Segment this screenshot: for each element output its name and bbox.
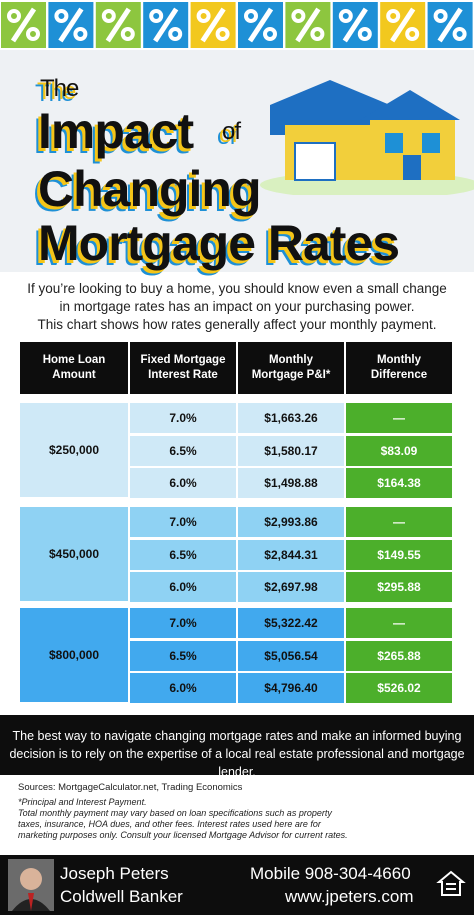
interest-rate: 7.0% bbox=[130, 507, 236, 537]
intro-line: This chart shows how rates generally aff… bbox=[37, 317, 437, 332]
agent-mobile: Mobile 908-304-4660 bbox=[250, 864, 411, 883]
percent-tile bbox=[238, 2, 283, 48]
title-impact: Impact bbox=[38, 103, 194, 159]
table-header: Monthly Difference bbox=[346, 342, 452, 394]
monthly-payment: $1,663.26 bbox=[238, 403, 344, 433]
monthly-difference: $265.88 bbox=[346, 640, 452, 671]
header-line: Monthly bbox=[268, 354, 314, 366]
percent-tile bbox=[332, 2, 378, 48]
intro-line: in mortgage rates has an impact on your … bbox=[59, 299, 415, 314]
monthly-difference: $164.38 bbox=[346, 468, 452, 498]
sources: Sources: MortgageCalculator.net, Trading… bbox=[18, 782, 243, 793]
agent-name: Joseph Peters bbox=[60, 864, 169, 883]
interest-rate: 7.0% bbox=[130, 403, 236, 433]
percent-tile bbox=[143, 2, 189, 48]
interest-rate: 6.5% bbox=[130, 539, 236, 570]
callout: The best way to navigate changing mortga… bbox=[0, 715, 474, 779]
table-header: Home Loan Amount bbox=[20, 342, 128, 394]
monthly-payment: $5,322.42 bbox=[238, 608, 344, 638]
notes: *Principal and Interest Payment. Total m… bbox=[18, 797, 348, 841]
header-line: Difference bbox=[370, 369, 428, 381]
percent-tile bbox=[95, 2, 141, 48]
note-line: marketing purposes only. Consult your li… bbox=[18, 830, 348, 840]
monthly-difference: $526.02 bbox=[346, 673, 452, 703]
equal-housing-logo bbox=[436, 870, 466, 896]
callout-line: decision is to rely on the expertise of … bbox=[9, 747, 465, 779]
loan-amount: $450,000 bbox=[20, 507, 128, 601]
house-illustration bbox=[260, 80, 474, 195]
monthly-payment: $2,697.98 bbox=[238, 572, 344, 602]
percent-tile bbox=[1, 2, 46, 48]
header-line: Mortgage P&I* bbox=[251, 369, 331, 381]
note-line: Total monthly payment may vary based on … bbox=[18, 808, 332, 818]
header-line: Home Loan bbox=[42, 354, 106, 366]
monthly-difference: — bbox=[346, 507, 452, 537]
intro-line: If you’re looking to buy a home, you sho… bbox=[27, 281, 447, 296]
agent-company: Coldwell Banker bbox=[60, 887, 183, 906]
callout-line: The best way to navigate changing mortga… bbox=[12, 729, 462, 743]
note-line: *Principal and Interest Payment. bbox=[18, 797, 147, 807]
header-line: Fixed Mortgage bbox=[140, 354, 226, 366]
monthly-payment: $5,056.54 bbox=[238, 640, 344, 671]
agent-photo bbox=[8, 859, 54, 911]
interest-rate: 7.0% bbox=[130, 608, 236, 638]
monthly-payment: $1,498.88 bbox=[238, 468, 344, 498]
monthly-difference: $83.09 bbox=[346, 435, 452, 466]
table-header: Fixed Mortgage Interest Rate bbox=[130, 342, 236, 394]
loan-amount: $800,000 bbox=[20, 608, 128, 702]
title-the: The bbox=[40, 75, 79, 102]
interest-rate: 6.0% bbox=[130, 673, 236, 703]
monthly-difference: — bbox=[346, 403, 452, 433]
table-header: Monthly Mortgage P&I* bbox=[238, 342, 344, 394]
intro: If you’re looking to buy a home, you sho… bbox=[0, 280, 474, 334]
title-of: of bbox=[222, 118, 241, 145]
monthly-difference: $149.55 bbox=[346, 539, 452, 570]
monthly-payment: $1,580.17 bbox=[238, 435, 344, 466]
interest-rate: 6.0% bbox=[130, 468, 236, 498]
title-changing: Changing bbox=[38, 161, 262, 217]
monthly-payment: $4,796.40 bbox=[238, 673, 344, 703]
agent-bar: Joseph Peters Coldwell Banker Mobile 908… bbox=[0, 855, 474, 915]
monthly-payment: $2,993.86 bbox=[238, 507, 344, 537]
header-line: Amount bbox=[52, 369, 96, 381]
tile-row bbox=[1, 2, 473, 48]
percent-tile bbox=[190, 2, 236, 48]
percent-tile bbox=[427, 2, 473, 48]
monthly-difference: — bbox=[346, 608, 452, 638]
agent-website: www.jpeters.com bbox=[285, 887, 414, 906]
loan-amount: $250,000 bbox=[20, 403, 128, 497]
monthly-payment: $2,844.31 bbox=[238, 539, 344, 570]
interest-rate: 6.5% bbox=[130, 435, 236, 466]
percent-tile bbox=[48, 2, 94, 48]
monthly-difference: $295.88 bbox=[346, 572, 452, 602]
interest-rate: 6.0% bbox=[130, 572, 236, 602]
note-line: taxes, insurance, HOA dues, and other fe… bbox=[18, 819, 321, 829]
title-mortgage: Mortgage Rates bbox=[38, 215, 400, 271]
percent-tile bbox=[285, 2, 331, 48]
percent-tile bbox=[380, 2, 426, 48]
header-line: Monthly bbox=[376, 354, 422, 366]
interest-rate: 6.5% bbox=[130, 640, 236, 671]
header-line: Interest Rate bbox=[148, 369, 218, 381]
